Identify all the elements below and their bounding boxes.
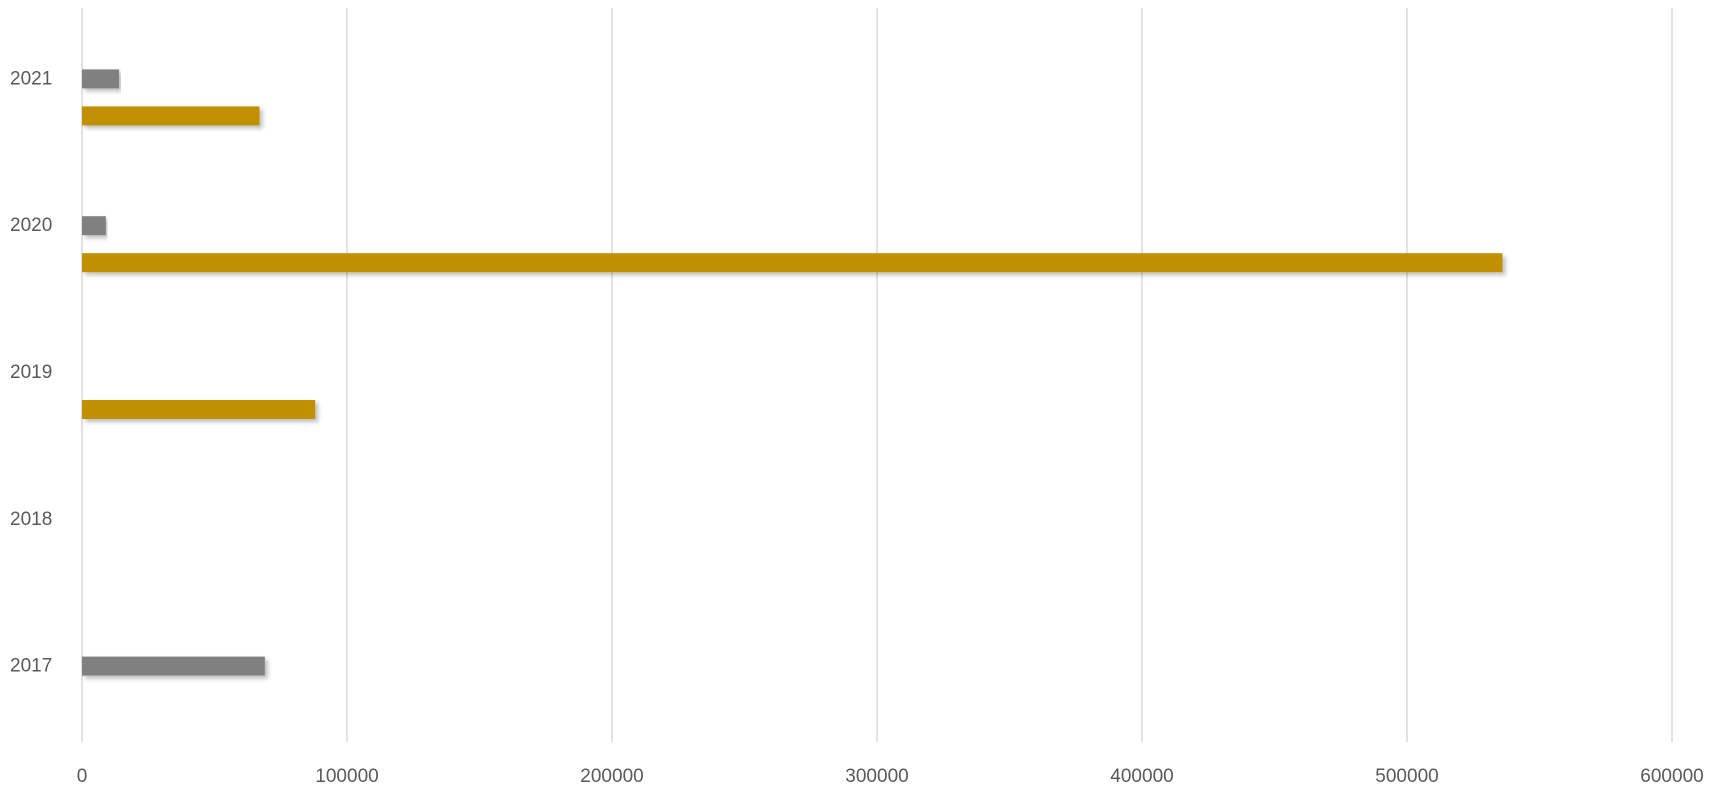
x-axis-tick-labels: 0 100000 200000 300000 400000 500000 600000	[77, 766, 1704, 787]
x-tick-label: 600000	[1640, 766, 1703, 787]
y-axis-category-labels: 2017 2018 2019 2020 2021	[10, 68, 52, 676]
y-tick-label: 2017	[10, 656, 52, 677]
bar-series0-2021	[82, 106, 260, 126]
gridlines	[81, 8, 1673, 742]
x-tick-label: 100000	[315, 766, 378, 787]
y-tick-label: 2019	[10, 362, 52, 383]
y-tick-label: 2021	[10, 68, 52, 89]
bar-series0-2020	[82, 253, 1503, 273]
y-tick-label: 2018	[10, 509, 52, 530]
x-tick-label: 0	[77, 766, 88, 787]
x-tick-label: 200000	[580, 766, 643, 787]
bars	[82, 69, 1503, 676]
x-tick-label: 500000	[1375, 766, 1438, 787]
x-tick-label: 300000	[845, 766, 908, 787]
bar-series1-2017	[82, 656, 265, 676]
bar-series0-2019	[82, 400, 316, 419]
bar-series1-2020	[82, 216, 106, 236]
x-tick-label: 400000	[1110, 766, 1173, 787]
bar-series1-2021	[82, 69, 120, 89]
y-tick-label: 2020	[10, 215, 52, 236]
